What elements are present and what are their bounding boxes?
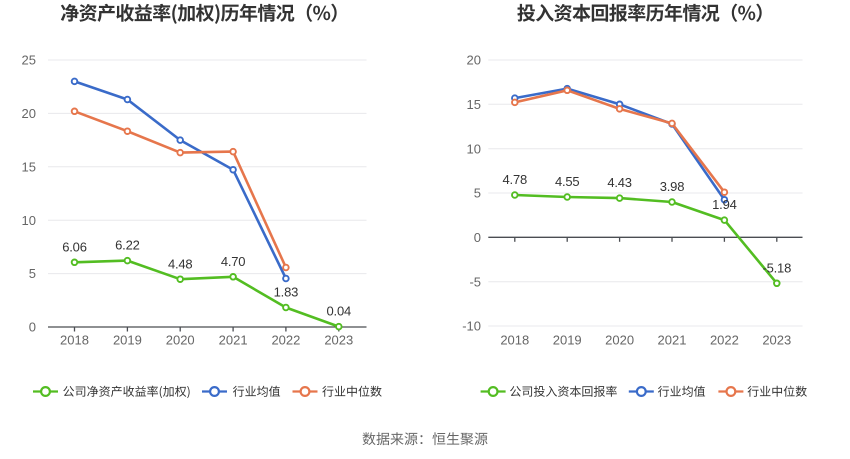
- svg-text:2018: 2018: [60, 333, 89, 348]
- svg-text:20: 20: [467, 53, 481, 68]
- svg-text:2019: 2019: [553, 333, 582, 348]
- svg-text:1.94: 1.94: [712, 197, 737, 212]
- svg-text:25: 25: [22, 53, 36, 68]
- svg-text:2020: 2020: [605, 333, 634, 348]
- svg-text:2019: 2019: [113, 333, 142, 348]
- svg-text:2022: 2022: [710, 333, 739, 348]
- svg-text:4.55: 4.55: [555, 174, 580, 189]
- svg-text:2021: 2021: [658, 333, 687, 348]
- svg-text:6.06: 6.06: [62, 239, 87, 254]
- svg-text:-5.18: -5.18: [762, 260, 791, 275]
- svg-text:4.78: 4.78: [503, 172, 528, 187]
- svg-text:2023: 2023: [762, 333, 791, 348]
- svg-text:3.98: 3.98: [660, 179, 685, 194]
- svg-text:-10: -10: [462, 319, 481, 334]
- svg-text:15: 15: [467, 97, 481, 112]
- svg-text:2020: 2020: [166, 333, 195, 348]
- svg-text:2023: 2023: [324, 333, 353, 348]
- svg-text:10: 10: [22, 213, 36, 228]
- svg-text:15: 15: [22, 159, 36, 174]
- svg-text:20: 20: [22, 106, 36, 121]
- svg-text:2022: 2022: [271, 333, 300, 348]
- svg-text:6.22: 6.22: [115, 238, 140, 253]
- svg-text:5: 5: [29, 266, 36, 281]
- svg-text:4.70: 4.70: [221, 254, 246, 269]
- svg-text:0.04: 0.04: [327, 304, 352, 319]
- svg-text:2021: 2021: [219, 333, 248, 348]
- svg-text:0: 0: [29, 320, 36, 335]
- svg-text:4.48: 4.48: [168, 256, 193, 271]
- svg-text:1.83: 1.83: [274, 285, 299, 300]
- svg-text:2018: 2018: [500, 333, 529, 348]
- svg-text:-5: -5: [469, 274, 481, 289]
- svg-text:5: 5: [474, 186, 481, 201]
- svg-text:4.43: 4.43: [607, 175, 632, 190]
- svg-text:0: 0: [474, 230, 481, 245]
- svg-text:10: 10: [467, 141, 481, 156]
